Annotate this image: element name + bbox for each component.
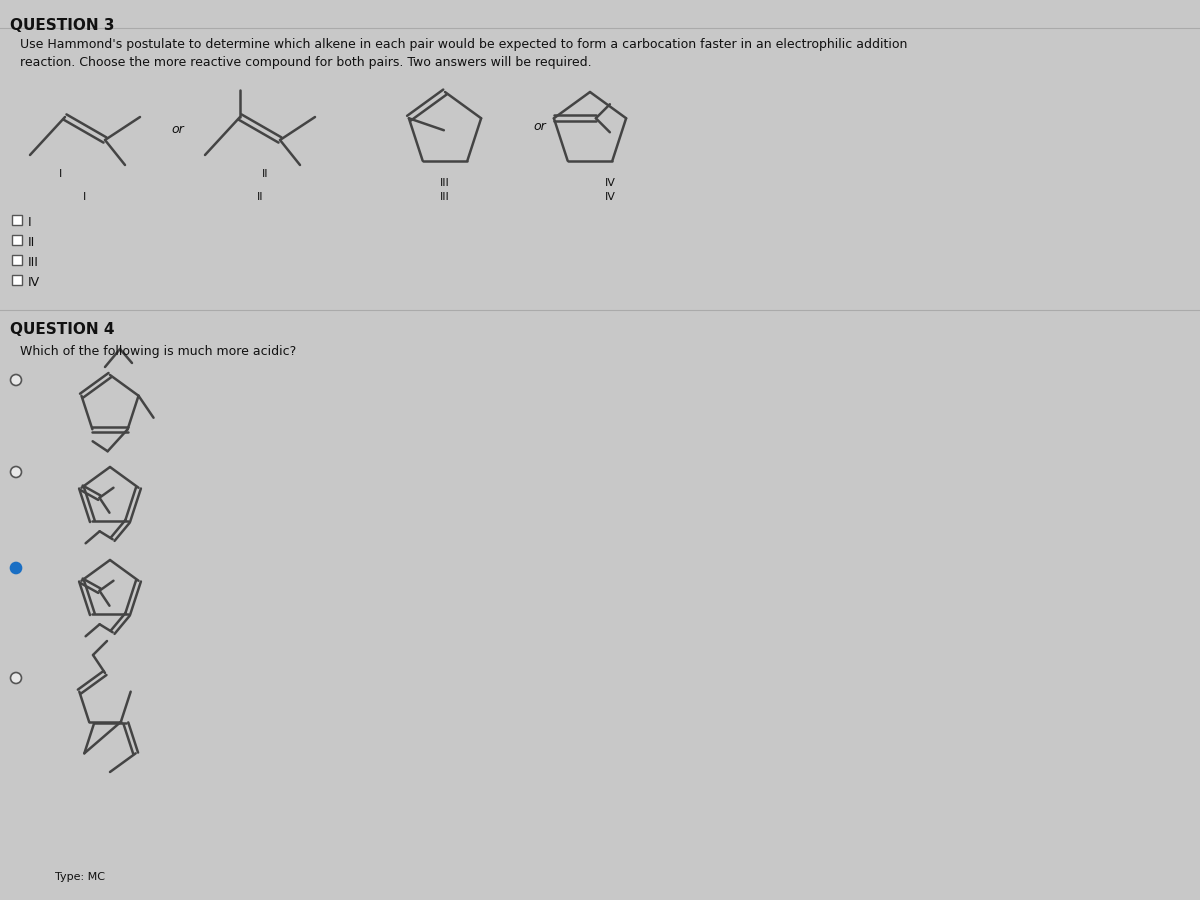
- Text: or: or: [534, 120, 546, 133]
- Text: or: or: [172, 123, 185, 136]
- Text: Which of the following is much more acidic?: Which of the following is much more acid…: [20, 345, 296, 358]
- Text: II: II: [28, 237, 35, 249]
- Circle shape: [11, 466, 22, 478]
- Circle shape: [11, 562, 22, 573]
- Text: reaction. Choose the more reactive compound for both pairs. Two answers will be : reaction. Choose the more reactive compo…: [20, 56, 592, 69]
- Text: IV: IV: [28, 276, 40, 290]
- Text: QUESTION 4: QUESTION 4: [10, 322, 114, 337]
- Text: I: I: [83, 192, 86, 202]
- Text: Use Hammond's postulate to determine which alkene in each pair would be expected: Use Hammond's postulate to determine whi…: [20, 38, 907, 51]
- Text: I: I: [28, 217, 31, 230]
- FancyBboxPatch shape: [12, 215, 22, 225]
- Circle shape: [11, 672, 22, 683]
- Text: I: I: [59, 169, 61, 179]
- Text: Type: MC: Type: MC: [55, 872, 106, 882]
- Text: II: II: [262, 169, 269, 179]
- Text: IV: IV: [605, 178, 616, 188]
- Text: QUESTION 3: QUESTION 3: [10, 18, 114, 33]
- Text: III: III: [28, 256, 38, 269]
- Text: III: III: [440, 178, 450, 188]
- Text: III: III: [440, 192, 450, 202]
- Circle shape: [11, 374, 22, 385]
- FancyBboxPatch shape: [12, 275, 22, 285]
- Text: IV: IV: [605, 192, 616, 202]
- FancyBboxPatch shape: [12, 255, 22, 265]
- FancyBboxPatch shape: [12, 235, 22, 245]
- Text: II: II: [257, 192, 263, 202]
